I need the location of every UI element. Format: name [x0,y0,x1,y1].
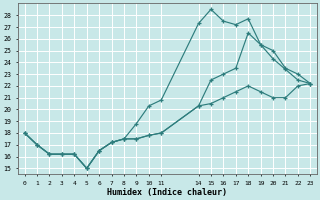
X-axis label: Humidex (Indice chaleur): Humidex (Indice chaleur) [108,188,228,197]
